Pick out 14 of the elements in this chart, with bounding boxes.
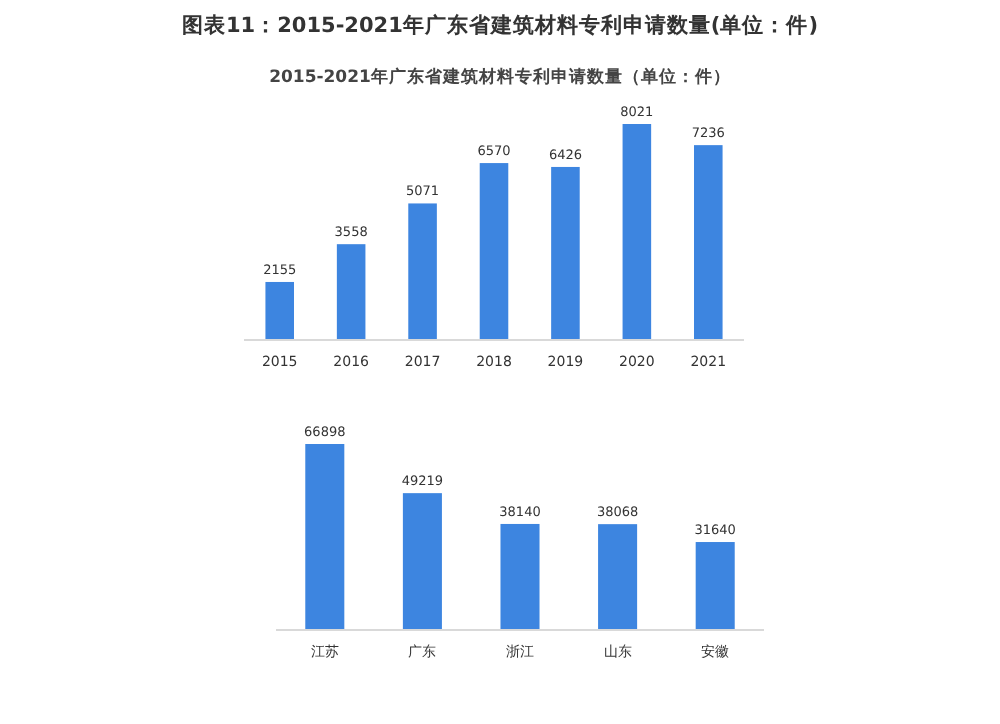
bar <box>402 493 442 630</box>
bar <box>695 542 735 630</box>
bar <box>622 124 652 340</box>
bar <box>694 145 723 340</box>
chart-title: 图表11：2015-2021年广东省建筑材料专利申请数量(单位：件) <box>181 12 819 38</box>
bar <box>305 444 345 630</box>
chart-subtitle: 2015-2021年广东省建筑材料专利申请数量（单位：件） <box>269 66 731 88</box>
bar <box>598 524 638 630</box>
bar <box>336 244 366 340</box>
bar <box>479 163 509 340</box>
bar <box>551 166 580 340</box>
bar <box>408 203 437 340</box>
bar <box>265 281 294 340</box>
bar <box>500 523 540 630</box>
